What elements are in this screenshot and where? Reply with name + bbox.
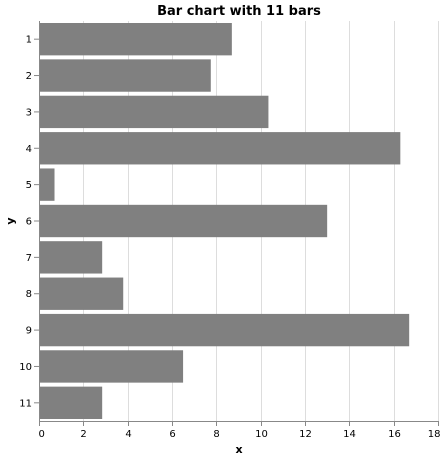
x-tick-label-0: 0 — [39, 429, 45, 440]
x-tick-label-18: 18 — [428, 429, 441, 440]
bar-3 — [39, 95, 269, 129]
y-tick-label-5: 5 — [26, 180, 32, 191]
bar-2 — [39, 59, 211, 92]
bar-7 — [39, 241, 103, 274]
x-tick-label-12: 12 — [299, 429, 312, 440]
chart-title: Bar chart with 11 bars — [157, 4, 321, 19]
y-tick-label-2: 2 — [26, 71, 32, 82]
y-tick-label-8: 8 — [26, 289, 32, 300]
bar-10 — [39, 350, 184, 383]
x-axis-title: x — [235, 443, 242, 456]
x-tick-label-6: 6 — [169, 429, 175, 440]
bar-5 — [39, 168, 55, 201]
bar-1 — [39, 23, 232, 56]
x-tick-label-8: 8 — [213, 429, 219, 440]
y-axis-title: y — [4, 217, 17, 224]
x-tick-label-14: 14 — [343, 429, 356, 440]
x-tick-label-2: 2 — [80, 429, 86, 440]
x-tick-label-10: 10 — [255, 429, 268, 440]
bar-11 — [39, 386, 103, 419]
y-tick-label-7: 7 — [26, 253, 32, 264]
x-tick-label-16: 16 — [388, 429, 401, 440]
bar-8 — [39, 277, 124, 310]
y-tick-label-4: 4 — [26, 144, 32, 155]
x-tick-label-4: 4 — [125, 429, 131, 440]
y-tick-label-11: 11 — [19, 398, 32, 409]
y-tick-label-10: 10 — [19, 362, 32, 373]
y-tick-label-3: 3 — [26, 107, 32, 118]
bar-4 — [39, 132, 401, 165]
y-tick-label-9: 9 — [26, 326, 32, 337]
bars — [39, 23, 410, 419]
bar-9 — [39, 313, 410, 347]
y-tick-label-6: 6 — [26, 217, 32, 228]
bar-6 — [39, 204, 328, 238]
y-tick-label-1: 1 — [26, 35, 32, 46]
